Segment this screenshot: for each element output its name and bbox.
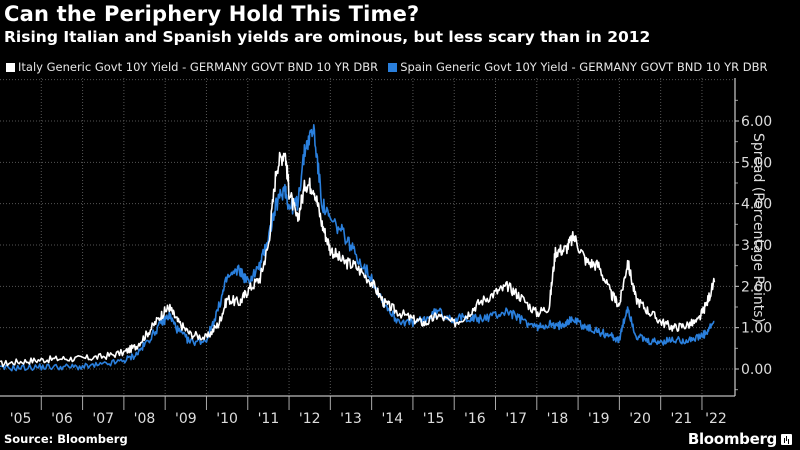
y-tick-label: 2.00 xyxy=(741,279,772,295)
x-tick-label: '06 xyxy=(51,411,73,427)
x-tick-label: '09 xyxy=(175,411,197,427)
brand-name: Bloomberg xyxy=(687,430,777,448)
x-tick-label: '10 xyxy=(216,411,238,427)
x-tick-label: '13 xyxy=(340,411,362,427)
chart-title: Can the Periphery Hold This Time? xyxy=(4,2,420,26)
y-tick-label: 6.00 xyxy=(741,114,772,130)
y-tick-label: 5.00 xyxy=(741,155,772,171)
y-tick-label: 4.00 xyxy=(741,197,772,213)
legend-item-italy: Italy Generic Govt 10Y Yield - GERMANY G… xyxy=(6,60,378,74)
x-tick-label: '07 xyxy=(92,411,114,427)
x-tick-label: '11 xyxy=(258,411,280,427)
x-tick-label: '08 xyxy=(134,411,156,427)
legend: Italy Generic Govt 10Y Yield - GERMANY G… xyxy=(6,60,768,74)
legend-swatch-spain xyxy=(388,62,398,72)
legend-item-spain: Spain Generic Govt 10Y Yield - GERMANY G… xyxy=(388,60,768,74)
bloomberg-logo: Bloomberg xyxy=(688,430,792,448)
x-tick-label: '05 xyxy=(10,411,32,427)
x-tick-label: '14 xyxy=(381,411,403,427)
x-tick-label: '16 xyxy=(464,411,486,427)
x-tick-label: '20 xyxy=(629,411,651,427)
series-line-italy xyxy=(0,151,716,368)
source-note: Source: Bloomberg xyxy=(4,432,128,446)
x-tick-label: '12 xyxy=(299,411,321,427)
chart-subtitle: Rising Italian and Spanish yields are om… xyxy=(4,28,651,46)
series-lines xyxy=(0,124,716,372)
x-tick-label: '21 xyxy=(670,411,692,427)
legend-label-italy: Italy Generic Govt 10Y Yield - GERMANY G… xyxy=(18,60,379,74)
x-tick-label: '15 xyxy=(423,411,445,427)
y-tick-label: 1.00 xyxy=(741,321,772,337)
grid-lines xyxy=(0,78,735,396)
legend-swatch-italy xyxy=(6,62,15,72)
axes: 0.00 1.00 2.00 3.00 4.00 5.00 6.00 '05 '06 '07 '08… xyxy=(0,78,772,427)
y-tick-label: 3.00 xyxy=(741,238,772,254)
x-tick-label: '17 xyxy=(505,411,527,427)
legend-label-spain: Spain Generic Govt 10Y Yield - GERMANY G… xyxy=(400,60,768,74)
y-tick-label: 0.00 xyxy=(741,362,772,378)
series-line-spain xyxy=(0,124,715,372)
x-tick-label: '22 xyxy=(705,411,727,427)
x-tick-label: '18 xyxy=(547,411,569,427)
x-tick-label: '19 xyxy=(588,411,610,427)
bloomberg-chart-icon xyxy=(781,433,792,445)
y-axis-label: Spread (Percentage Points) xyxy=(750,133,766,323)
